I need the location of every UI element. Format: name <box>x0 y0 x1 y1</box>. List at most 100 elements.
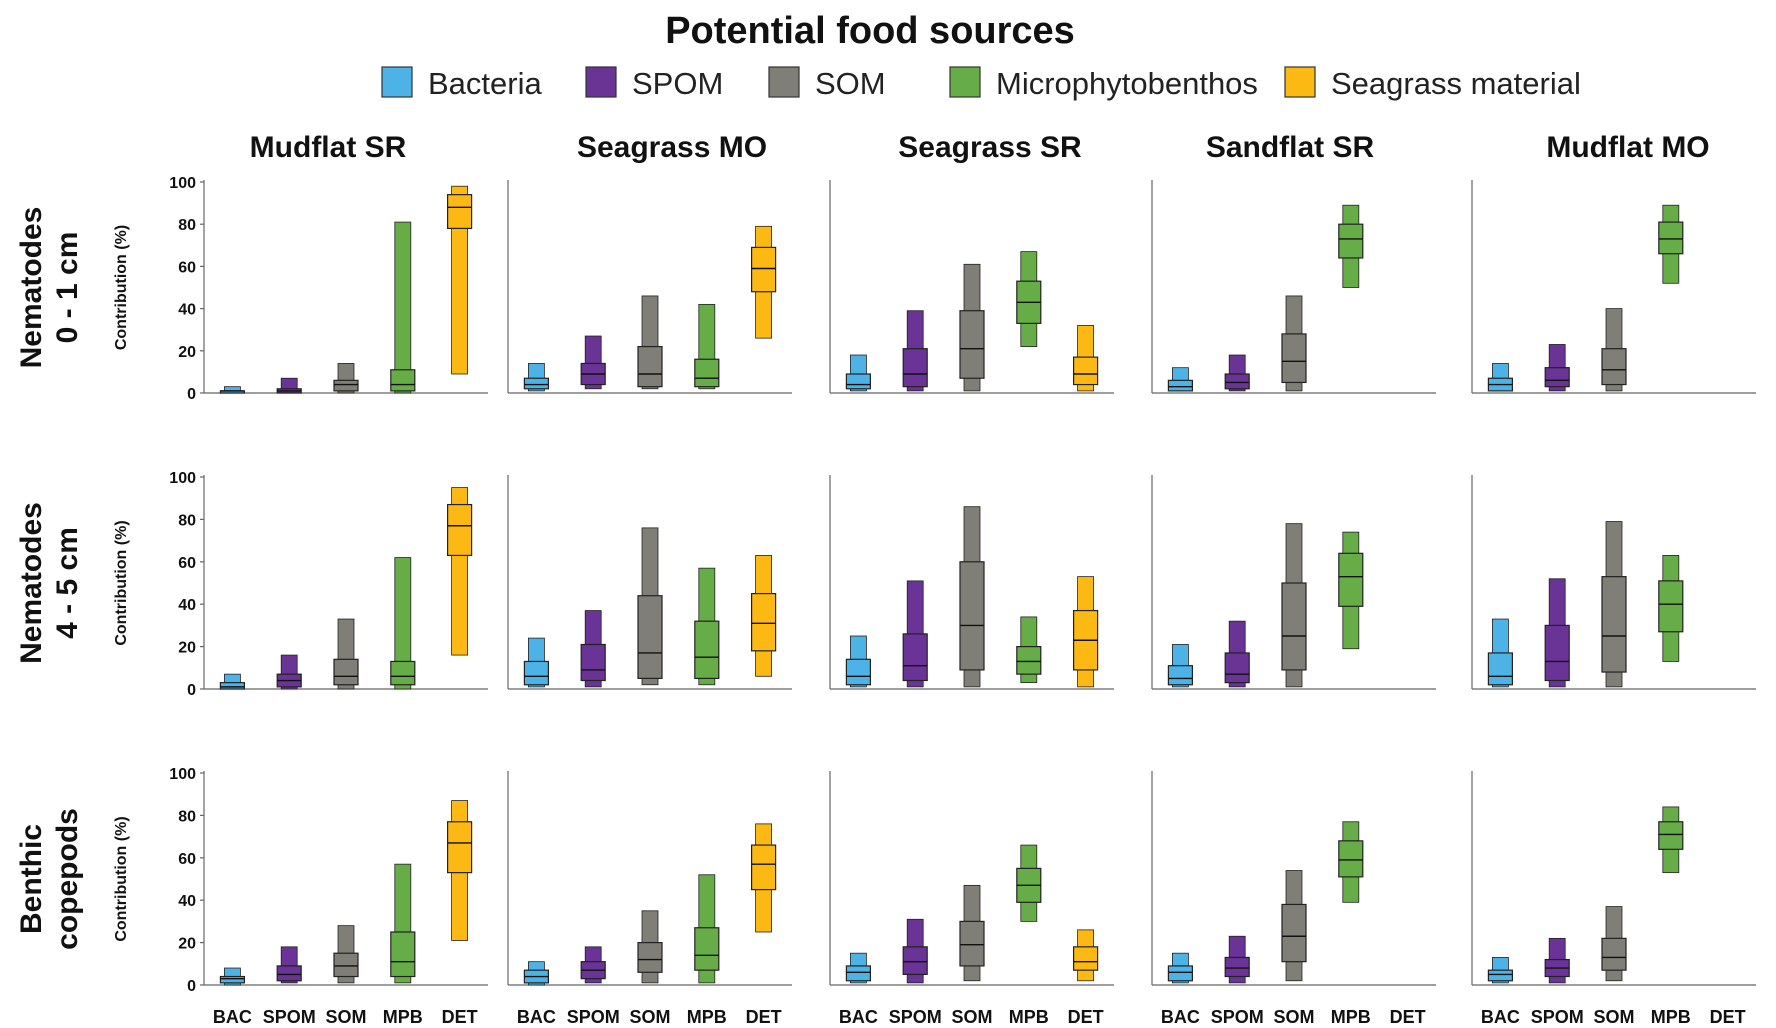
legend-label-1: SPOM <box>632 66 723 101</box>
y-tick-label: 100 <box>169 470 196 487</box>
y-tick-label: 60 <box>178 851 196 868</box>
box-inner-DET <box>447 194 473 230</box>
x-tick-label: MPB <box>383 1007 423 1027</box>
y-tick-label: 80 <box>178 512 196 529</box>
box-inner-SPOM <box>902 633 928 682</box>
panel-2-3: BAC SPOM SOM MPB DET <box>1151 771 1436 1027</box>
box-inner-MPB <box>1338 552 1364 607</box>
x-tick-label: DET <box>746 1007 782 1027</box>
box-inner-SOM <box>333 952 359 978</box>
y-tick-label: 0 <box>187 978 196 995</box>
box-inner-SOM <box>333 379 359 392</box>
box-inner-SOM <box>1281 903 1307 963</box>
box-inner-SOM <box>1601 576 1627 673</box>
panels: 0 20 40 60 80 100 0 20 40 60 80 100 0 20 40 60 80 100 BAC S… <box>169 175 1756 1027</box>
box-inner-MPB <box>390 931 416 978</box>
x-tick-label: SOM <box>1593 1007 1634 1027</box>
panel-2-0: 0 20 40 60 80 100 BAC SPOM SOM MPB DET <box>169 766 488 1027</box>
box-inner-SOM <box>1601 348 1627 386</box>
y-axis-label-2: Contribution (%) <box>113 816 130 941</box>
row-title-1-line1: Nematodes <box>15 502 48 664</box>
box-outer-MPB <box>394 557 412 690</box>
box-inner-SOM <box>1281 333 1307 384</box>
y-tick-label: 80 <box>178 808 196 825</box>
panel-2-4: BAC SPOM SOM MPB DET <box>1471 771 1756 1027</box>
x-tick-label: BAC <box>1161 1007 1200 1027</box>
legend-label-0: Bacteria <box>428 66 542 101</box>
box-inner-MPB <box>694 927 720 971</box>
x-tick-label: SOM <box>325 1007 366 1027</box>
y-tick-label: 60 <box>178 555 196 572</box>
x-tick-label: MPB <box>1651 1007 1691 1027</box>
y-tick-label: 100 <box>169 766 196 783</box>
column-title-0: Mudflat SR <box>250 131 407 164</box>
panel-2-1: BAC SPOM SOM MPB DET <box>507 771 792 1027</box>
box-inner-BAC <box>1487 652 1514 686</box>
box-inner-BAC <box>1487 969 1514 982</box>
x-tick-label: BAC <box>517 1007 556 1027</box>
y-tick-label: 20 <box>178 344 196 361</box>
box-inner-DET <box>1072 946 1099 971</box>
panel-0-4 <box>1471 180 1756 394</box>
y-tick-label: 100 <box>169 175 196 192</box>
box-inner-SPOM <box>580 643 606 682</box>
figure-title: Potential food sources <box>665 10 1075 52</box>
y-axis-label-text-2: Contribution (%) <box>113 816 130 941</box>
box-inner-DET <box>1072 356 1099 386</box>
x-tick-label: MPB <box>1009 1007 1049 1027</box>
box-inner-SPOM <box>1544 624 1570 682</box>
box-inner-MPB <box>390 369 416 392</box>
box-inner-SOM <box>1601 937 1627 971</box>
x-tick-label: BAC <box>213 1007 252 1027</box>
column-titles: Mudflat SR Seagrass MO Seagrass SR Sandflat… <box>250 131 1710 164</box>
box-inner-SPOM <box>1224 373 1250 390</box>
box-inner-SPOM <box>276 965 302 982</box>
panel-1-3 <box>1151 475 1436 690</box>
box-inner-MPB <box>1016 645 1042 675</box>
box-inner-MPB <box>1658 821 1684 850</box>
panel-1-2 <box>829 475 1114 690</box>
legend-label-4: Seagrass material <box>1331 66 1581 101</box>
y-tick-label: 20 <box>178 936 196 953</box>
box-inner-MPB <box>1658 221 1684 255</box>
box-inner-BAC <box>219 682 245 690</box>
y-tick-label: 40 <box>178 893 196 910</box>
box-inner-SOM <box>637 595 663 679</box>
box-inner-SPOM <box>1224 956 1250 978</box>
x-tick-label: SPOM <box>567 1007 620 1027</box>
box-inner-SOM <box>959 561 985 671</box>
row-title-1: Nematodes 4 - 5 cm <box>15 502 84 664</box>
box-inner-BAC <box>1167 665 1194 686</box>
box-inner-BAC <box>1167 379 1194 392</box>
x-tick-label: DET <box>1710 1007 1746 1027</box>
row-title-0-line2: 0 - 1 cm <box>51 232 84 344</box>
box-inner-MPB <box>694 358 720 388</box>
panel-0-2 <box>829 180 1114 394</box>
box-outer-DET <box>451 185 469 375</box>
x-tick-label: BAC <box>839 1007 878 1027</box>
box-inner-SOM <box>637 345 663 388</box>
legend-label-3: Microphytobenthos <box>996 66 1258 101</box>
y-axis-label-0: Contribution (%) <box>113 225 130 350</box>
row-title-2-line1: Benthic <box>15 824 48 934</box>
box-inner-DET <box>447 821 473 874</box>
column-title-2: Seagrass SR <box>898 131 1082 164</box>
row-title-0-line1: Nematodes <box>15 207 48 369</box>
x-tick-label: DET <box>1068 1007 1104 1027</box>
column-title-3: Sandflat SR <box>1206 131 1375 164</box>
box-inner-DET <box>750 592 777 652</box>
box-inner-DET <box>750 844 777 891</box>
box-inner-BAC <box>845 965 872 982</box>
box-inner-MPB <box>1338 223 1364 259</box>
x-tick-label: SOM <box>951 1007 992 1027</box>
box-inner-DET <box>750 246 777 293</box>
legend: Bacteria SPOM SOM Microphytobenthos Seagrass… <box>381 66 1581 101</box>
x-tick-label: SPOM <box>1531 1007 1584 1027</box>
x-tick-label: BAC <box>1481 1007 1520 1027</box>
x-tick-label: DET <box>1390 1007 1426 1027</box>
box-inner-BAC <box>219 975 245 984</box>
box-inner-BAC <box>523 660 550 686</box>
x-tick-label: SOM <box>1273 1007 1314 1027</box>
row-title-1-line2: 4 - 5 cm <box>51 527 84 639</box>
